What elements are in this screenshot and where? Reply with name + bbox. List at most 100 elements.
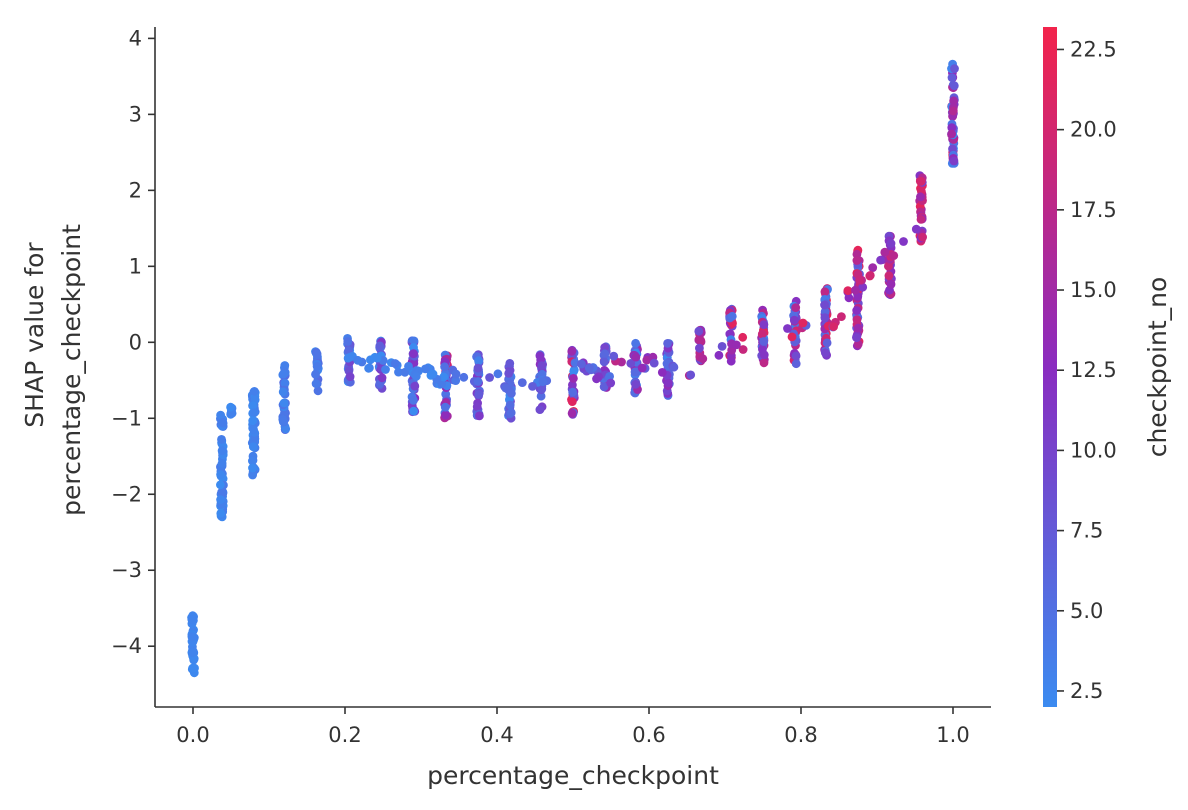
scatter-point	[409, 406, 418, 416]
scatter-point	[248, 463, 257, 473]
scatter-point	[280, 378, 290, 388]
scatter-point	[911, 224, 921, 234]
scatter-point	[451, 376, 461, 385]
scatter-point	[394, 367, 403, 377]
colorbar-ticks: 2.5 5.0 7.5 10.0 12.5 15.0 17.5 20.0 22.5	[1057, 37, 1117, 703]
scatter-point	[226, 402, 236, 412]
scatter-point	[916, 176, 926, 186]
scatter-point	[865, 271, 875, 280]
y-tick-label: −1	[111, 406, 142, 430]
scatter-point	[451, 369, 461, 379]
y-tick-label: 4	[129, 26, 142, 50]
y-axis-label-line-1: SHAP value for	[20, 242, 49, 428]
y-axis-ticks: −4 −3 −2 −1 0 1 2 3 4	[111, 26, 155, 658]
scatter-point	[459, 372, 469, 382]
y-tick-label: 3	[129, 102, 142, 126]
scatter-point	[537, 384, 547, 394]
scatter-point	[409, 349, 418, 359]
scatter-point	[440, 362, 449, 372]
scatter-point	[605, 372, 614, 381]
scatter-point	[853, 323, 863, 333]
scatter-point	[216, 470, 226, 479]
scatter-point	[669, 362, 679, 372]
scatter-point	[637, 363, 647, 373]
y-tick-label: 2	[129, 178, 142, 202]
colorbar-tick-label: 7.5	[1070, 519, 1103, 543]
scatter-point	[717, 342, 727, 351]
scatter-point	[485, 373, 494, 382]
scatter-point	[248, 456, 257, 466]
scatter-point	[517, 378, 527, 387]
scatter-point	[568, 380, 577, 390]
scatter-point	[759, 350, 769, 360]
scatter-point	[631, 338, 640, 348]
scatter-point	[567, 346, 577, 356]
scatter-point	[916, 215, 926, 224]
scatter-point	[439, 372, 449, 382]
colorbar-tick-label: 12.5	[1070, 358, 1117, 382]
scatter-point	[789, 315, 799, 325]
scatter-point	[695, 343, 704, 353]
colorbar-tick-label: 17.5	[1070, 198, 1117, 222]
scatter-point	[880, 247, 890, 257]
scatter-point	[537, 361, 547, 370]
colorbar-tick-label: 5.0	[1070, 599, 1103, 623]
x-axis-label: percentage_checkpoint	[427, 761, 719, 790]
scatter-point	[278, 387, 288, 397]
scatter-point	[606, 378, 616, 388]
scatter-point	[899, 237, 908, 246]
scatter-point	[248, 442, 258, 452]
scatter-point	[852, 306, 862, 315]
scatter-point	[738, 332, 748, 342]
scatter-point	[428, 369, 438, 379]
scatter-point	[248, 401, 258, 411]
x-tick-label: 1.0	[936, 723, 969, 747]
scatter-point	[947, 123, 957, 132]
scatter-point	[916, 192, 925, 202]
scatter-point	[217, 459, 227, 468]
scatter-point	[820, 348, 830, 357]
scatter-point	[568, 387, 578, 397]
scatter-point	[663, 378, 673, 388]
scatter-point	[884, 271, 894, 281]
scatter-point	[440, 402, 450, 412]
x-tick-label: 0.6	[632, 723, 665, 747]
scatter-point	[364, 363, 373, 373]
colorbar-tick-label: 20.0	[1070, 118, 1117, 142]
scatter-point	[798, 318, 808, 328]
scatter-point	[473, 377, 483, 386]
scatter-point	[528, 382, 537, 391]
scatter-point	[216, 410, 226, 420]
scatter-point	[343, 337, 353, 346]
scatter-point	[474, 390, 484, 399]
scatter-point	[187, 615, 197, 624]
scatter-point	[738, 345, 748, 354]
scatter-point	[949, 96, 958, 106]
scatter-points	[187, 59, 959, 678]
scatter-point	[820, 287, 830, 297]
y-axis-label-line-2: percentage_checkpoint	[57, 224, 86, 516]
scatter-point	[248, 470, 257, 480]
scatter-point	[694, 326, 704, 336]
scatter-point	[820, 313, 830, 322]
scatter-point	[599, 357, 609, 367]
scatter-point	[631, 352, 641, 362]
colorbar-tick-label: 22.5	[1070, 37, 1117, 61]
scatter-point	[727, 311, 737, 321]
scatter-point	[947, 73, 957, 82]
scatter-point	[375, 341, 385, 351]
scatter-point	[600, 349, 610, 359]
scatter-point	[626, 359, 636, 368]
scatter-point	[278, 417, 288, 426]
scatter-point	[536, 391, 546, 401]
scatter-point	[249, 408, 259, 418]
scatter-point	[852, 333, 861, 343]
y-tick-label: −2	[111, 482, 142, 506]
scatter-point	[948, 106, 958, 116]
scatter-point	[190, 663, 199, 673]
scatter-point	[759, 337, 769, 346]
colorbar-tick-label: 15.0	[1070, 278, 1117, 302]
scatter-point	[473, 363, 483, 373]
scatter-point	[949, 156, 959, 166]
